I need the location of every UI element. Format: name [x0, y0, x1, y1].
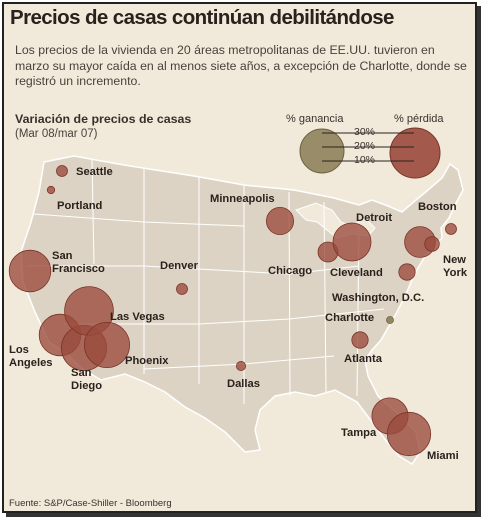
city-label-chicago: Chicago: [268, 265, 313, 277]
city-label-charlotte: Charlotte: [325, 312, 375, 324]
infographic-frame: Precios de casas continúan debilitándose…: [2, 2, 477, 513]
city-label-portland: Portland: [57, 200, 103, 212]
city-label-cleveland: Cleveland: [330, 267, 383, 279]
source-note: Fuente: S&P/Case-Shiller - Bloomberg: [9, 498, 172, 509]
city-marker-phoenix: [84, 321, 131, 368]
city-marker-san-francisco: [8, 249, 52, 293]
legend-gain-circle: [299, 128, 345, 174]
city-label-san-francisco: San Francisco: [52, 250, 105, 275]
city-label-minneapolis: Minneapolis: [210, 193, 275, 205]
us-map: [8, 127, 464, 466]
legend-level-20: 20%: [354, 140, 376, 152]
city-label-atlanta: Atlanta: [344, 353, 382, 365]
city-label-boston: Boston: [418, 201, 457, 213]
legend-level-30: 30%: [354, 126, 376, 138]
subtitle: Los precios de la vivienda en 20 áreas m…: [15, 43, 467, 88]
city-marker-seattle: [56, 165, 68, 177]
city-label-las-vegas: Las Vegas: [110, 311, 165, 323]
city-label-san-diego: San Diego: [71, 367, 103, 392]
city-marker-minneapolis: [265, 206, 294, 235]
city-label-phoenix: Phoenix: [125, 355, 169, 367]
city-marker-boston: [445, 223, 457, 235]
city-label-denver: Denver: [160, 260, 198, 272]
city-marker-charlotte: [386, 316, 394, 324]
city-marker-dallas: [235, 360, 246, 371]
city-marker-miami: [386, 411, 432, 457]
map-title: Variación de precios de casas: [15, 112, 192, 126]
state-borders: [26, 159, 385, 404]
legend-loss-label: % pérdida: [394, 113, 444, 125]
map-period: (Mar 08/mar 07): [15, 128, 98, 140]
city-marker-detroit: [332, 222, 372, 262]
city-marker-cleveland: [398, 263, 416, 281]
city-label-dallas: Dallas: [227, 378, 260, 390]
city-label-detroit: Detroit: [356, 212, 393, 224]
city-marker-atlanta: [351, 331, 369, 349]
legend-gain-label: % ganancia: [286, 113, 344, 125]
city-label-new-york: New York: [443, 254, 468, 279]
legend-loss-circle: [389, 127, 441, 179]
city-label-tampa: Tampa: [341, 427, 377, 439]
city-label-los-angeles: Los Angeles: [9, 344, 53, 369]
legend-graphic: [299, 127, 441, 179]
city-label-miami: Miami: [427, 450, 459, 462]
city-marker-portland: [46, 185, 56, 195]
city-marker-denver: [176, 283, 188, 295]
city-label-washington-dc: Washington, D.C.: [332, 292, 425, 304]
legend-level-10: 10%: [354, 154, 376, 166]
city-markers: [8, 165, 457, 457]
city-label-seattle: Seattle: [76, 166, 113, 178]
city-marker-new-york: [424, 236, 440, 252]
page-title: Precios de casas continúan debilitándose: [10, 6, 394, 29]
